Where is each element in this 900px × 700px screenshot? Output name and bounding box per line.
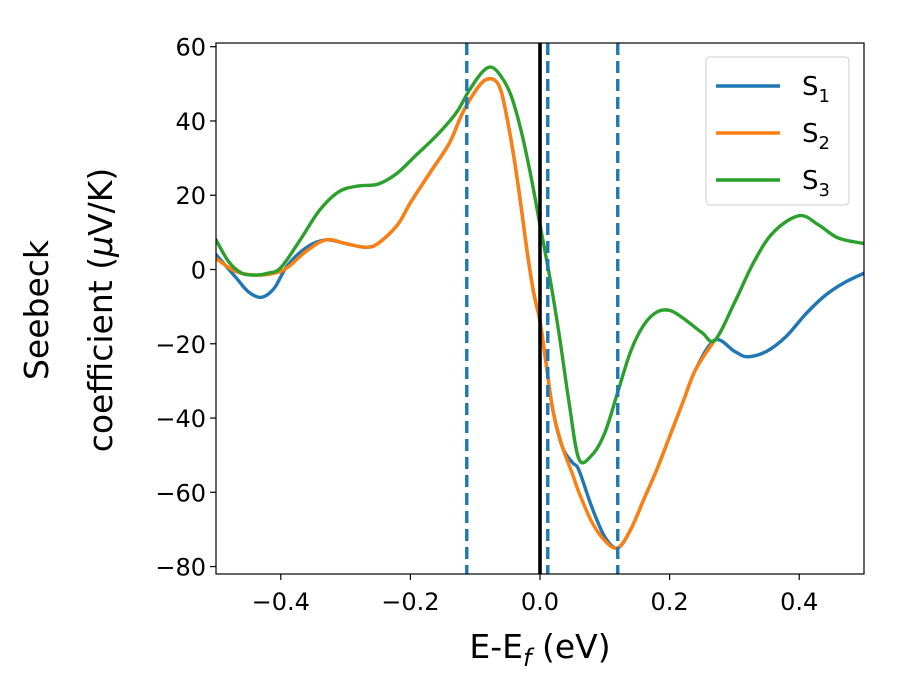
- x-axis-ticks: −0.4 −0.2 0.0 0.2 0.4: [252, 574, 818, 616]
- legend: S1 S2 S3: [705, 56, 850, 206]
- x-tick-label: 0.2: [651, 588, 689, 616]
- legend-label-s1: S1: [802, 72, 830, 107]
- legend-box: [705, 56, 850, 206]
- y-tick-label: −20: [155, 331, 206, 359]
- legend-label-s2: S2: [802, 119, 830, 154]
- y-axis-label-line1: Seebeck: [17, 239, 56, 380]
- y-tick-label: 40: [175, 108, 206, 136]
- x-tick-label: 0.0: [521, 588, 559, 616]
- vertical-reference-lines: [465, 43, 620, 574]
- y-axis-label-line2: coefficient (μV/K): [81, 168, 120, 453]
- y-tick-label: −80: [155, 554, 206, 582]
- series-line-s2: [216, 77, 717, 551]
- x-axis-label: E-Ef (eV): [469, 627, 610, 672]
- y-tick-label: −40: [155, 405, 206, 433]
- y-tick-label: −60: [155, 479, 206, 507]
- x-tick-label: 0.4: [780, 588, 818, 616]
- legend-label-s3: S3: [802, 166, 830, 201]
- y-tick-label: 0: [191, 257, 206, 285]
- y-tick-label: 20: [175, 182, 206, 210]
- series-line-s3: [216, 65, 864, 465]
- plot-lines: [216, 65, 864, 551]
- y-tick-label: 60: [175, 34, 206, 62]
- x-tick-label: −0.4: [252, 588, 310, 616]
- y-axis-ticks: −80 −60 −40 −20 0 20 40 60: [155, 34, 216, 582]
- x-tick-label: −0.2: [381, 588, 439, 616]
